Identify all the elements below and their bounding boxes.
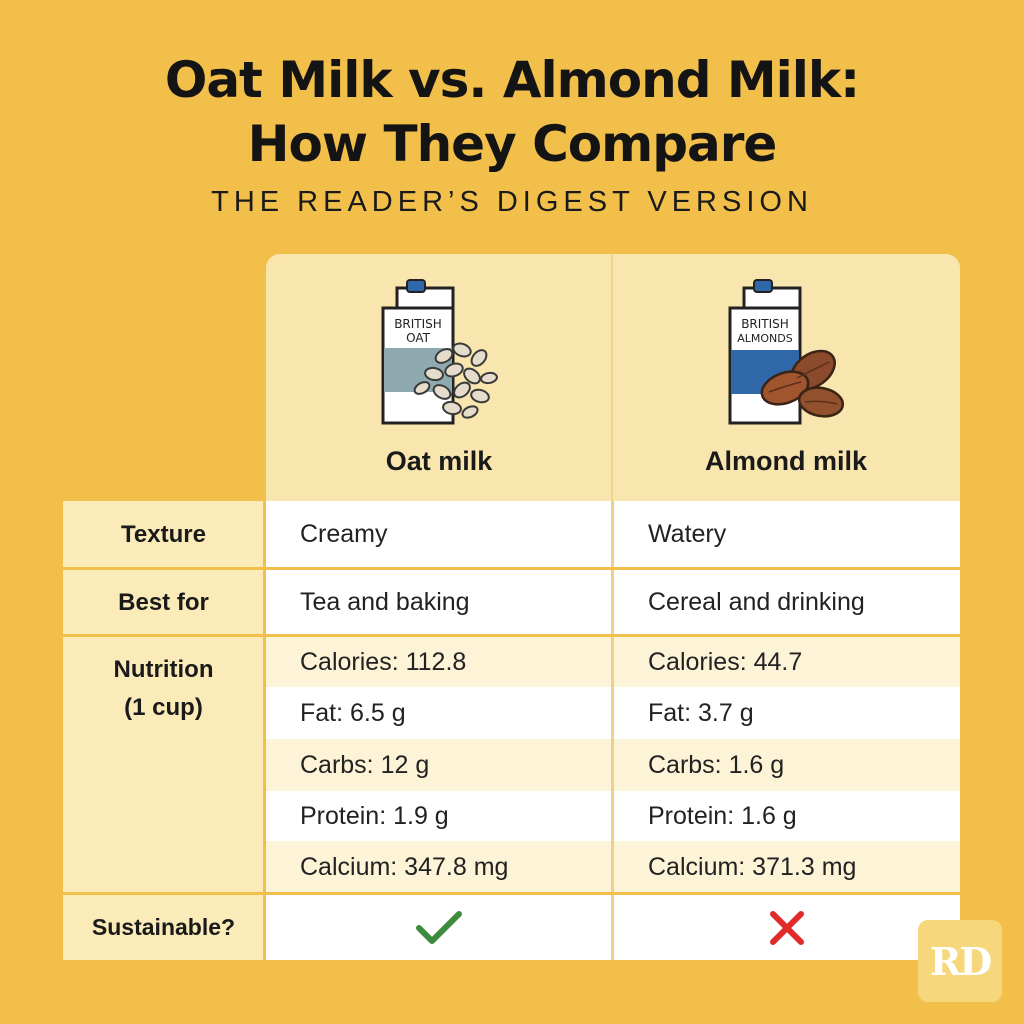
almond-nutrition-fat: Fat: 3.7 g bbox=[614, 687, 960, 739]
row-label-sustainable: Sustainable? bbox=[63, 895, 264, 960]
oat-sustainable-cell bbox=[266, 895, 612, 960]
nutrition-label-line-1: Nutrition bbox=[113, 656, 214, 683]
row-label-texture: Texture bbox=[63, 501, 264, 568]
almond-nutrition-protein: Protein: 1.6 g bbox=[614, 791, 960, 841]
page-title: Oat Milk vs. Almond Milk: How They Compa… bbox=[0, 48, 1024, 176]
almond-sustainable-cell bbox=[614, 895, 960, 960]
almond-nutrition-calcium: Calcium: 371.3 mg bbox=[614, 841, 960, 893]
carton-text: OAT bbox=[406, 331, 431, 345]
oat-nutrition-calories: Calories: 112.8 bbox=[266, 637, 612, 687]
rd-logo-text: RD bbox=[929, 938, 993, 984]
title-line-2: How They Compare bbox=[247, 115, 778, 173]
oat-milk-label: Oat milk bbox=[385, 446, 493, 476]
oat-milk-carton-icon: BRITISH OAT bbox=[266, 278, 612, 428]
column-divider bbox=[611, 254, 613, 501]
grid-line bbox=[63, 892, 960, 895]
carton-text: BRITISH bbox=[394, 317, 442, 331]
oat-nutrition-fat: Fat: 6.5 g bbox=[266, 687, 612, 739]
grid-line bbox=[611, 501, 614, 960]
comparison-table: Texture Creamy Watery Best for Tea and b… bbox=[63, 501, 960, 960]
oat-milk-column-header: BRITISH OAT Oat milk bbox=[266, 270, 612, 501]
oat-nutrition-calcium: Calcium: 347.8 mg bbox=[266, 841, 612, 893]
almond-texture-cell: Watery bbox=[614, 501, 960, 568]
grid-line bbox=[263, 501, 266, 960]
carton-text: BRITISH bbox=[741, 317, 789, 331]
almond-milk-label: Almond milk bbox=[704, 446, 867, 476]
row-label-nutrition: Nutrition (1 cup) bbox=[63, 637, 264, 893]
nutrition-label-line-2: (1 cup) bbox=[124, 694, 203, 721]
almond-nutrition-carbs: Carbs: 1.6 g bbox=[614, 739, 960, 791]
grid-line bbox=[63, 634, 960, 637]
grid-line bbox=[63, 567, 960, 570]
check-icon bbox=[416, 910, 462, 944]
cross-icon bbox=[770, 910, 804, 945]
almond-best-for-cell: Cereal and drinking bbox=[614, 570, 960, 635]
row-label-best-for: Best for bbox=[63, 570, 264, 635]
almond-nutrition-calories: Calories: 44.7 bbox=[614, 637, 960, 687]
oat-nutrition-carbs: Carbs: 12 g bbox=[266, 739, 612, 791]
title-line-1: Oat Milk vs. Almond Milk: bbox=[164, 51, 860, 109]
subtitle: THE READER’S DIGEST VERSION bbox=[211, 186, 813, 218]
rd-logo: RD bbox=[918, 920, 1002, 1002]
oat-nutrition-protein: Protein: 1.9 g bbox=[266, 791, 612, 841]
carton-text: ALMONDS bbox=[737, 332, 793, 345]
almond-milk-column-header: BRITISH ALMONDS Almond milk bbox=[613, 270, 959, 501]
oat-best-for-cell: Tea and baking bbox=[266, 570, 612, 635]
almond-milk-carton-icon: BRITISH ALMONDS bbox=[613, 278, 959, 428]
oat-texture-cell: Creamy bbox=[266, 501, 612, 568]
